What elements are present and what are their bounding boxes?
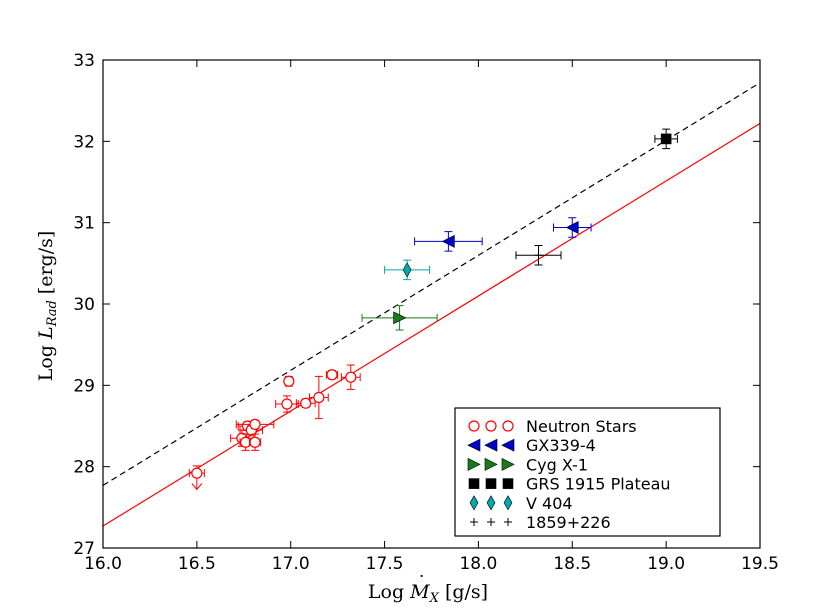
data-point — [534, 251, 543, 260]
data-point — [191, 467, 203, 479]
legend-marker — [470, 518, 478, 526]
series-grs-1915-plateau — [654, 128, 678, 150]
legend-marker — [484, 438, 498, 452]
legend-marker — [501, 457, 515, 471]
legend-marker — [469, 495, 479, 511]
axis-ticks: 16.0 16.5 17.0 17.5 18.0 18.5 19.0 19.5 27 28 29 30… — [73, 51, 779, 574]
legend-label: V 404 — [526, 494, 573, 513]
x-axis-label-symbol: M — [409, 581, 430, 603]
data-point — [300, 397, 312, 409]
y-axis-label: Log LRad [erg/s] — [35, 231, 60, 382]
data-point — [281, 398, 293, 410]
y-tick-label: 27 — [73, 539, 95, 559]
data-point — [345, 371, 357, 383]
legend-marker — [501, 438, 515, 452]
x-tick-label: 16.0 — [84, 554, 122, 574]
legend-marker — [467, 457, 481, 471]
legend-label: Neutron Stars — [526, 417, 637, 436]
data-point — [283, 375, 295, 387]
legend-marker — [484, 457, 498, 471]
x-tick-label: 19.5 — [741, 554, 779, 574]
data-point — [326, 369, 338, 381]
series-v-404 — [384, 259, 431, 281]
fit-lines — [102, 82, 761, 527]
legend-marker — [485, 478, 497, 489]
y-tick-label: 33 — [73, 51, 95, 71]
data-point — [313, 391, 325, 404]
legend-marker — [504, 518, 512, 526]
data-point — [565, 221, 579, 235]
legend-marker — [467, 438, 481, 452]
legend-marker — [503, 495, 513, 511]
x-tick-label: 18.5 — [553, 554, 591, 574]
data-point — [393, 311, 407, 325]
y-tick-label: 31 — [73, 214, 95, 234]
x-axis-label: Log MX [g/s] — [368, 581, 488, 606]
data-point — [402, 262, 412, 278]
data-point — [660, 133, 672, 145]
series-1859-226 — [515, 244, 562, 266]
y-tick-label: 30 — [73, 295, 95, 315]
x-tick-label: 17.0 — [272, 554, 310, 574]
legend-label: Cyg X-1 — [526, 455, 588, 474]
series-cyg-x-1 — [361, 305, 438, 331]
x-tick-label: 19.0 — [647, 554, 685, 574]
y-tick-label: 28 — [73, 458, 95, 478]
legend-marker — [486, 495, 496, 511]
series-neutron-stars — [188, 364, 361, 491]
legend-label: GRS 1915 Plateau — [526, 475, 671, 494]
legend-marker — [468, 420, 480, 432]
legend-box — [454, 407, 721, 537]
solid-fit-line — [102, 122, 761, 527]
data-point — [249, 418, 261, 430]
x-tick-label: 16.5 — [178, 554, 216, 574]
dashed-fit-line — [102, 82, 761, 486]
data-points — [188, 128, 678, 491]
x-tick-label: 18.0 — [459, 554, 497, 574]
x-tick-label: 17.5 — [366, 554, 404, 574]
series-gx339-4 — [414, 217, 592, 252]
legend-marker — [502, 478, 514, 489]
legend-marker — [487, 518, 495, 526]
data-point — [249, 436, 261, 448]
y-tick-label: 29 — [73, 376, 95, 396]
legend-marker — [468, 478, 480, 489]
legend-marker — [502, 420, 514, 432]
y-tick-label: 32 — [73, 132, 95, 152]
legend-label: 1859+226 — [526, 513, 611, 532]
legend-label: GX339-4 — [526, 436, 596, 455]
data-point — [441, 234, 455, 248]
legend-marker — [485, 420, 497, 432]
x-axis-label-dot: ˙ — [417, 572, 427, 594]
